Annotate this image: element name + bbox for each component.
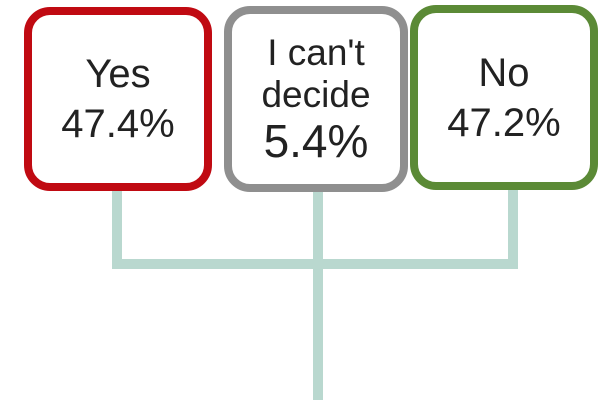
option-label-undecided-line1: I can't [267,32,365,73]
option-box-undecided: I can't decide 5.4% [224,6,408,192]
option-value-yes: 47.4% [61,102,175,146]
option-box-no: No 47.2% [410,5,598,190]
option-label-undecided-line2: decide [261,74,371,115]
option-box-yes: Yes 47.4% [24,7,212,191]
option-label-no: No [478,50,530,95]
option-value-undecided: 5.4% [263,115,369,167]
connector-drop-no [508,190,518,269]
connector-trunk [313,259,323,400]
option-value-no: 47.2% [447,100,561,145]
connector-drop-undecided [313,192,323,269]
connector-drop-yes [112,191,122,269]
option-label-yes: Yes [85,52,151,96]
